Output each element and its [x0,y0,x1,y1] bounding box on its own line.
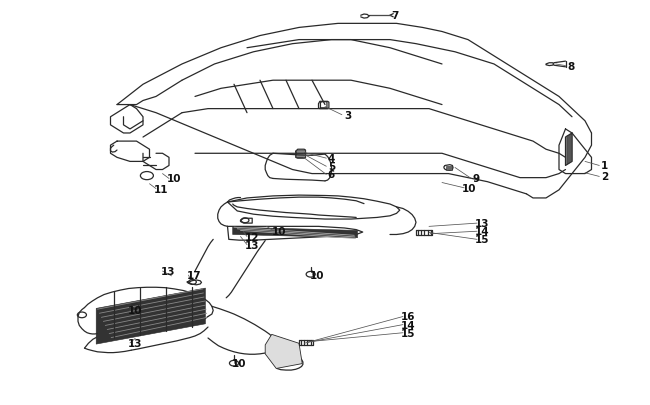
Text: 7: 7 [391,11,399,21]
Text: 4: 4 [328,154,335,164]
Polygon shape [265,335,302,369]
Polygon shape [233,228,358,238]
Text: 10: 10 [272,227,287,237]
Text: 10: 10 [310,271,324,280]
Text: 16: 16 [401,312,415,322]
Text: 13: 13 [128,338,142,348]
Text: 15: 15 [475,235,489,245]
Text: 3: 3 [344,111,352,120]
Text: 10: 10 [167,174,181,184]
Text: 14: 14 [475,227,489,237]
Text: 13: 13 [475,219,489,228]
Polygon shape [96,288,205,344]
Text: 1: 1 [601,161,608,171]
Polygon shape [296,151,305,158]
Text: 5: 5 [328,162,335,172]
Text: 9: 9 [473,174,480,184]
Text: 10: 10 [128,306,142,315]
Text: 17: 17 [187,271,201,280]
Text: 10: 10 [462,183,476,193]
Text: 13: 13 [161,266,175,276]
Text: 10: 10 [232,358,246,368]
Text: 11: 11 [154,184,168,194]
Text: 2: 2 [601,172,608,182]
Text: 6: 6 [328,170,335,180]
Text: 12: 12 [245,232,259,242]
Text: 15: 15 [401,328,415,338]
Text: 8: 8 [567,62,575,71]
Text: 14: 14 [401,320,415,330]
Polygon shape [567,134,572,165]
Polygon shape [446,166,452,170]
Text: 13: 13 [245,240,259,250]
